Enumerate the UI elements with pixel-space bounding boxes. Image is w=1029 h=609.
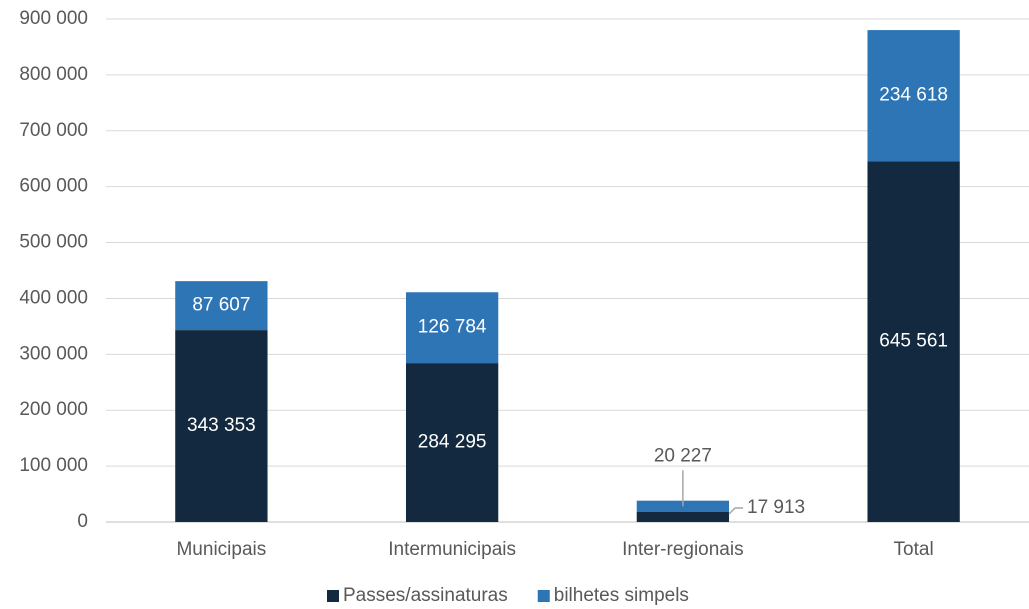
data-label: 645 561: [879, 331, 948, 352]
data-label: 234 618: [879, 85, 948, 106]
y-tick-label: 100 000: [19, 455, 88, 476]
bar-segment: [175, 330, 268, 522]
legend-swatch: [537, 590, 550, 602]
x-tick-label: Municipais: [176, 539, 266, 560]
data-label: 343 353: [187, 415, 256, 436]
leader-line: [728, 507, 744, 515]
data-label: 20 227: [654, 445, 712, 466]
y-tick-label: 400 000: [19, 287, 88, 308]
legend-swatch: [327, 590, 339, 602]
bar-segment: [867, 30, 960, 162]
bar-segment: [175, 281, 268, 331]
y-tick-label: 0: [77, 511, 88, 532]
legend-label: bilhetes simpels: [554, 585, 689, 606]
y-tick-label: 200 000: [19, 399, 88, 420]
x-tick-label: Inter-regionais: [622, 539, 743, 560]
bar-segment: [405, 363, 499, 522]
y-tick-label: 900 000: [19, 8, 88, 29]
y-tick-label: 600 000: [19, 176, 88, 197]
data-label: 126 784: [418, 317, 487, 338]
y-tick-label: 800 000: [19, 64, 88, 85]
data-label: 284 295: [418, 432, 487, 453]
x-tick-label: Intermunicipais: [388, 539, 516, 560]
y-tick-label: 300 000: [19, 343, 88, 364]
legend-label: Passes/assinaturas: [343, 585, 508, 606]
data-label: 17 913: [747, 497, 805, 518]
bar-segment: [636, 511, 730, 522]
x-tick-label: Total: [894, 539, 934, 560]
bar-segment: [405, 292, 499, 364]
data-label: 87 607: [192, 295, 250, 316]
y-tick-label: 700 000: [19, 120, 88, 141]
y-tick-label: 500 000: [19, 232, 88, 253]
bar-segment: [867, 161, 960, 522]
